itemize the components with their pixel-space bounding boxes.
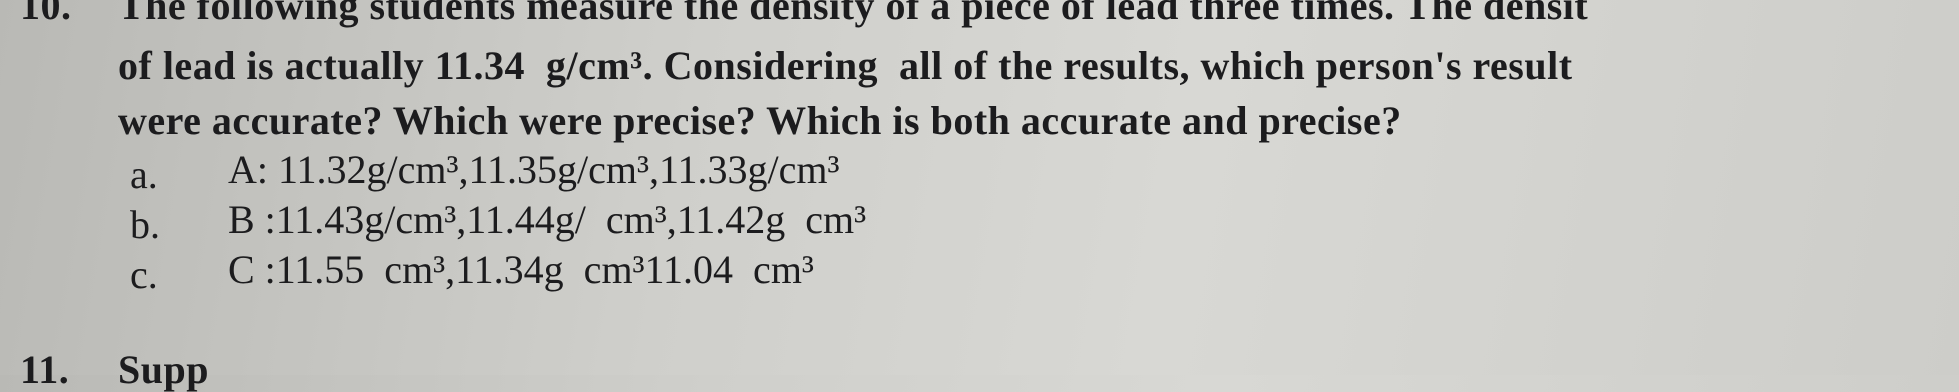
next-question-number: 11. [20, 347, 70, 392]
option-text: B :11.43g/cm³,11.44g/ cm³,11.42g cm³ [228, 197, 867, 242]
option-text: C :11.55 cm³,11.34g cm³11.04 cm³ [228, 247, 814, 292]
question-line: were accurate? Which were precise? Which… [118, 98, 1402, 143]
question-line: The following students measure the densi… [118, 0, 1589, 28]
next-question-text: Supp [118, 347, 209, 392]
question-number: 10. [20, 0, 72, 28]
option-letter: b. [130, 202, 160, 247]
question-line: of lead is actually 11.34 g/cm³. Conside… [118, 43, 1573, 88]
option-text: A: 11.32g/cm³,11.35g/cm³,11.33g/cm³ [228, 147, 840, 192]
option-letter: a. [130, 152, 158, 197]
option-letter: c. [130, 252, 158, 297]
